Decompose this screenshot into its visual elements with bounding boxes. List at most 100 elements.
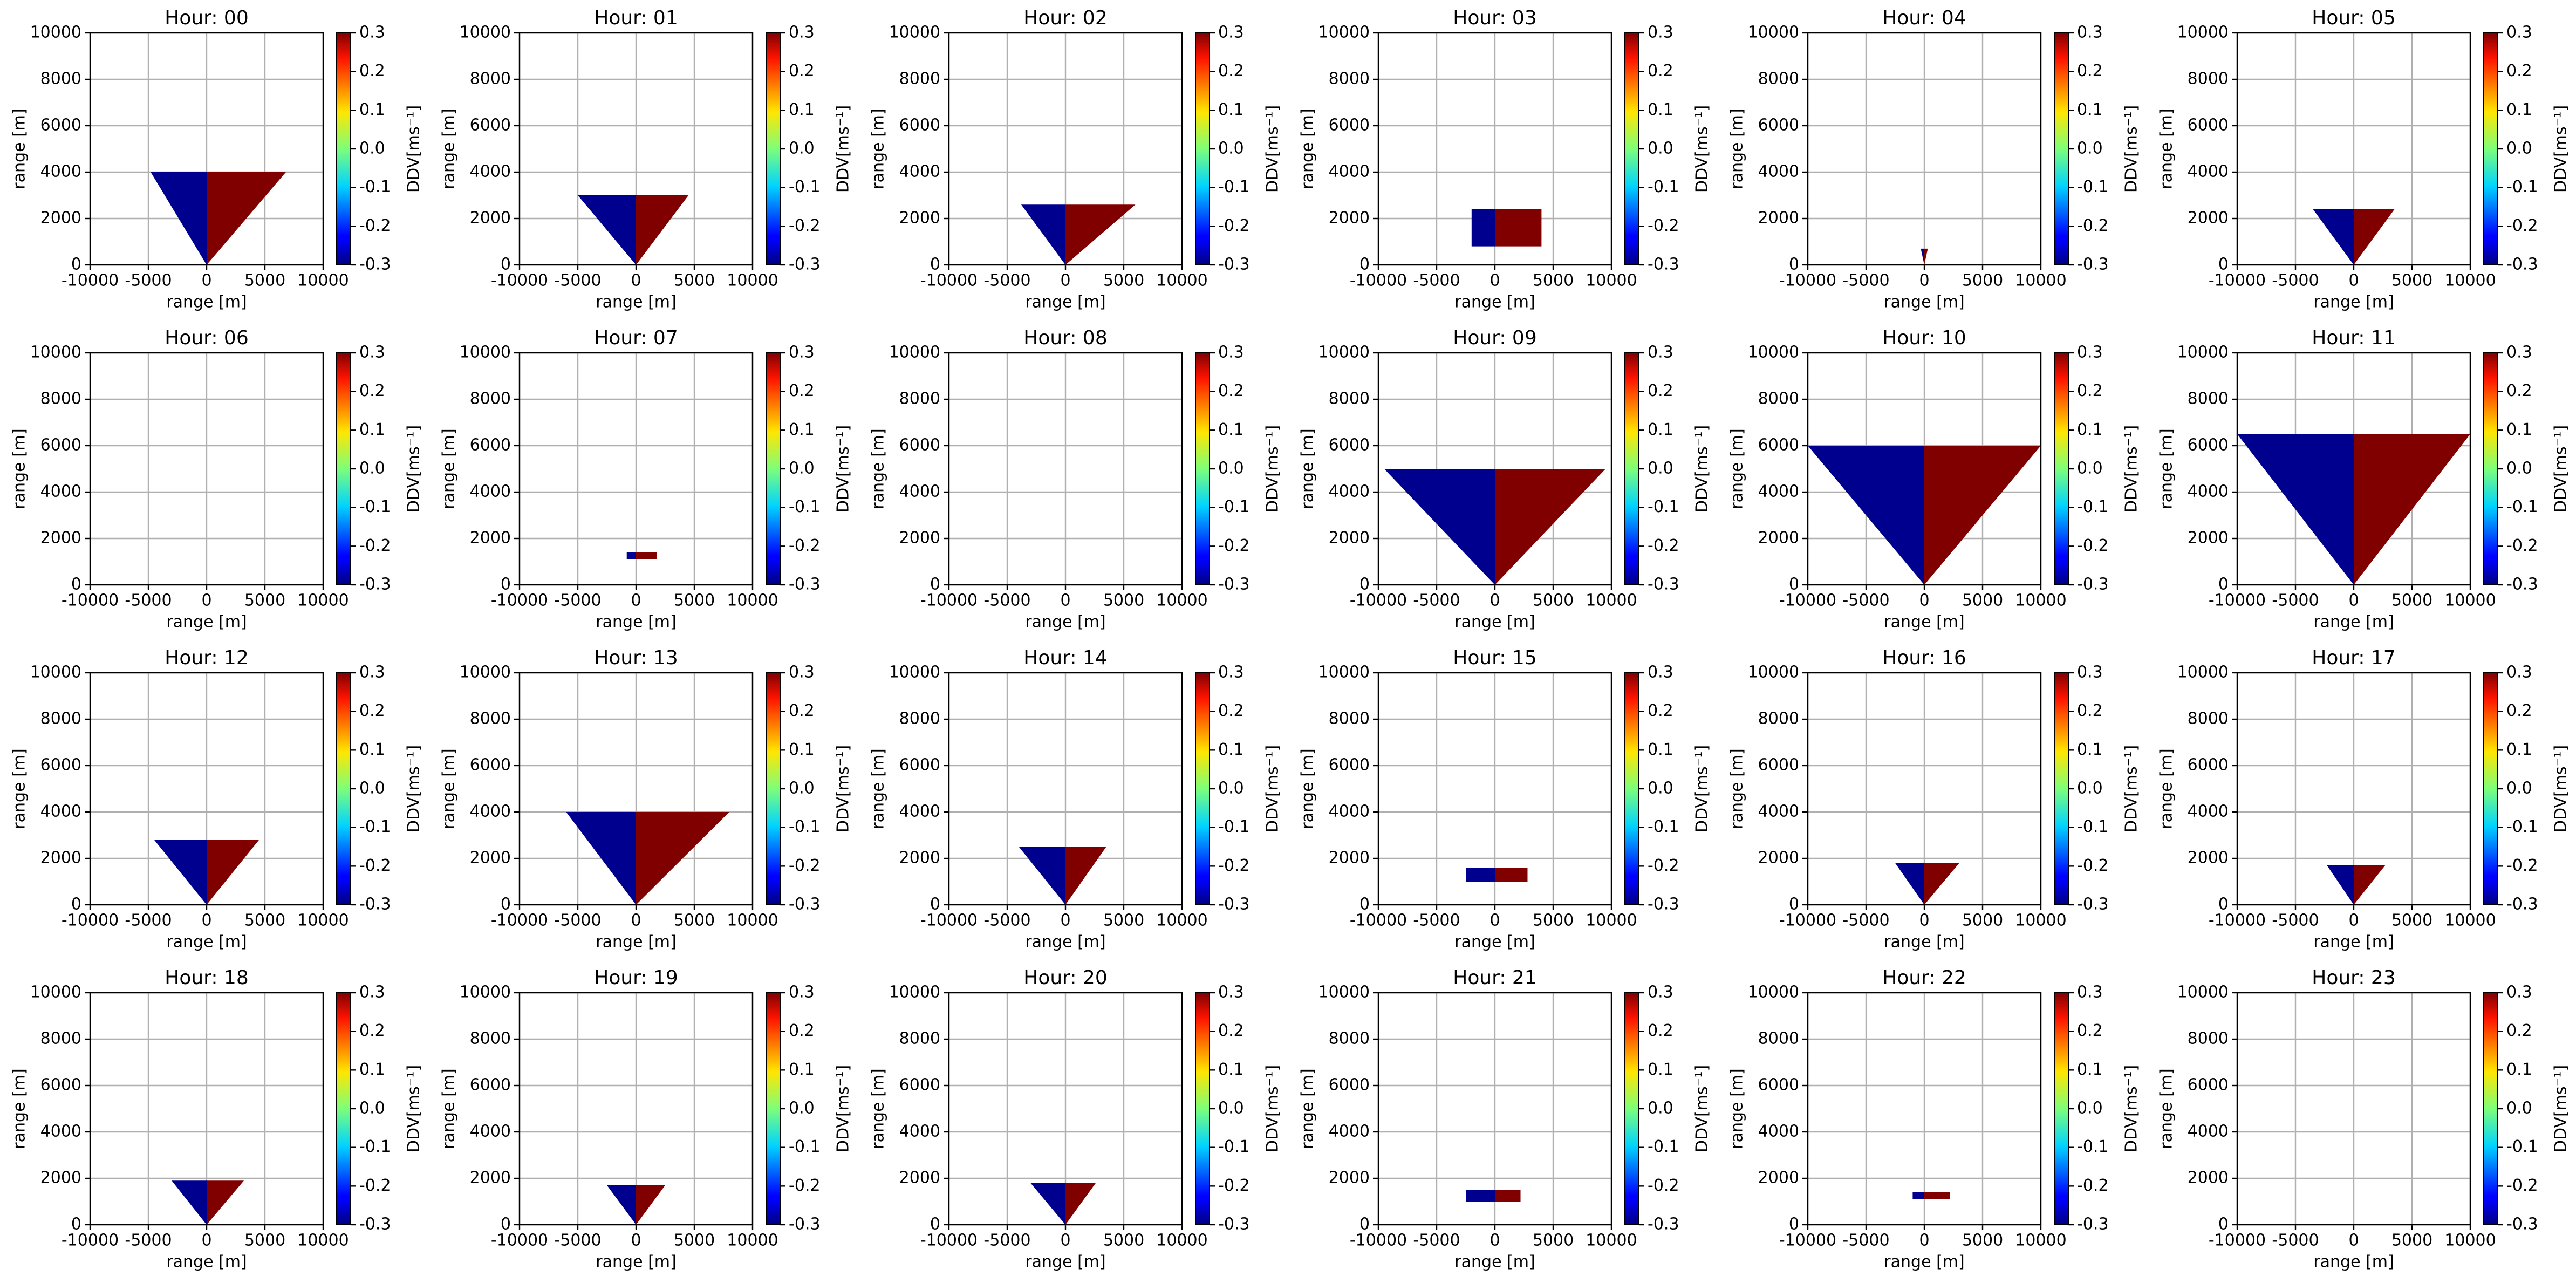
negative-region xyxy=(2327,865,2354,905)
y-tick-label: 0 xyxy=(1789,255,1799,274)
colorbar-label: DDV[ms⁻¹] xyxy=(1263,745,1282,832)
x-tick-label: 10000 xyxy=(1586,911,1637,930)
x-tick-label: -5000 xyxy=(554,1231,601,1250)
y-tick-label: 0 xyxy=(71,1215,81,1234)
colorbar-tick-label: -0.2 xyxy=(1218,1176,1250,1195)
x-tick-label: -5000 xyxy=(1413,591,1460,610)
colorbar xyxy=(1624,672,1639,905)
colorbar-tick-label: 0.3 xyxy=(2506,343,2532,362)
negative-region xyxy=(151,172,207,265)
plot-frame xyxy=(1377,32,1612,266)
colorbar-tick-label: 0.2 xyxy=(2077,1021,2103,1040)
plot-frame xyxy=(1377,352,1612,586)
x-axis-label: range [m] xyxy=(1454,933,1535,952)
y-tick-label: 8000 xyxy=(470,390,511,408)
colorbar-tick-label: 0.3 xyxy=(789,663,815,682)
negative-region xyxy=(2237,434,2354,585)
colorbar-tick-label: 0.1 xyxy=(359,740,385,759)
colorbar-label: DDV[ms⁻¹] xyxy=(1263,425,1282,513)
colorbar-tick-label: 0.0 xyxy=(2506,779,2532,798)
x-tick-label: 5000 xyxy=(1103,271,1144,290)
x-axis-label: range [m] xyxy=(1884,613,1964,632)
colorbar-tick-label: 0.3 xyxy=(359,983,385,1002)
plot-frame xyxy=(1377,672,1612,906)
colorbar-tick-label: -0.1 xyxy=(2506,817,2538,836)
y-tick-label: 4000 xyxy=(40,802,81,821)
x-tick-label: 0 xyxy=(201,1231,211,1250)
colorbar-tick-label: 0.2 xyxy=(789,62,815,80)
colorbar-tick-label: 0.2 xyxy=(359,1021,385,1040)
colorbar-tick-label: 0.2 xyxy=(1648,701,1673,720)
y-tick-label: 2000 xyxy=(470,209,511,228)
y-tick-label: 6000 xyxy=(1758,756,1799,775)
x-axis-label: range [m] xyxy=(2313,933,2394,952)
y-tick-label: 8000 xyxy=(470,1029,511,1048)
y-tick-label: 6000 xyxy=(1758,1076,1799,1095)
y-tick-label: 0 xyxy=(1359,1215,1370,1234)
positive-region xyxy=(1924,446,2041,585)
y-tick-label: 10000 xyxy=(889,983,940,1002)
y-tick-label: 6000 xyxy=(2188,756,2229,775)
y-tick-label: 2000 xyxy=(899,529,940,548)
colorbar-tick-label: -0.3 xyxy=(1648,575,1679,594)
colorbar-tick-label: 0.0 xyxy=(2506,139,2532,158)
x-tick-label: 0 xyxy=(1060,271,1070,290)
y-tick-label: 10000 xyxy=(1318,663,1370,682)
y-tick-label: 2000 xyxy=(899,209,940,228)
y-tick-label: 8000 xyxy=(40,709,81,728)
plot-frame xyxy=(518,992,754,1226)
y-tick-label: 0 xyxy=(930,255,940,274)
x-tick-label: 5000 xyxy=(2391,911,2432,930)
colorbar-tick-label: -0.1 xyxy=(359,497,391,516)
x-tick-label: 5000 xyxy=(1962,271,2003,290)
positive-region xyxy=(207,172,286,265)
colorbar-tick-label: 0.1 xyxy=(1218,740,1244,759)
y-tick-label: 6000 xyxy=(1329,436,1370,455)
colorbar-tick-label: 0.1 xyxy=(1648,100,1673,119)
colorbar-tick-label: -0.2 xyxy=(1218,216,1250,235)
colorbar-label: DDV[ms⁻¹] xyxy=(1263,1065,1282,1152)
x-tick-label: 10000 xyxy=(727,911,778,930)
y-tick-label: 8000 xyxy=(40,1029,81,1048)
y-axis-label: range [m] xyxy=(1299,748,1317,829)
colorbar xyxy=(766,672,781,905)
y-tick-label: 0 xyxy=(1359,255,1370,274)
colorbar-tick-label: -0.2 xyxy=(789,1176,821,1195)
y-axis-label: range [m] xyxy=(10,748,29,829)
colorbar-tick-label: -0.2 xyxy=(2077,536,2109,555)
y-tick-label: 6000 xyxy=(470,756,511,775)
x-tick-label: -5000 xyxy=(125,591,172,610)
plot-frame xyxy=(1807,352,2042,586)
colorbar xyxy=(1195,352,1210,585)
positive-region xyxy=(1065,204,1136,265)
plot-frame xyxy=(89,32,324,266)
y-axis-label: range [m] xyxy=(1728,748,1747,829)
x-tick-label: 10000 xyxy=(2444,1231,2496,1250)
colorbar-tick-label: -0.1 xyxy=(1218,1137,1250,1156)
colorbar-tick-label: -0.2 xyxy=(1648,536,1679,555)
x-tick-label: 10000 xyxy=(297,271,349,290)
colorbar-tick-label: 0.0 xyxy=(1218,779,1244,798)
x-tick-label: -10000 xyxy=(2209,591,2266,610)
colorbar-tick-label: 0.0 xyxy=(1648,459,1673,478)
y-tick-label: 4000 xyxy=(470,1122,511,1141)
x-tick-label: 0 xyxy=(1060,591,1070,610)
y-tick-label: 2000 xyxy=(2188,1169,2229,1188)
colorbar-tick-label: -0.2 xyxy=(789,856,821,875)
y-tick-label: 0 xyxy=(2218,1215,2229,1234)
negative-region xyxy=(1384,469,1495,585)
colorbar xyxy=(1195,672,1210,905)
x-tick-label: -10000 xyxy=(62,591,119,610)
y-axis-label: range [m] xyxy=(869,428,888,509)
x-tick-label: 5000 xyxy=(1962,911,2003,930)
colorbar-tick-label: -0.2 xyxy=(1648,216,1679,235)
y-tick-label: 0 xyxy=(501,895,511,914)
colorbar-tick-label: 0.3 xyxy=(359,23,385,42)
plot-frame xyxy=(2236,672,2471,906)
colorbar-tick-label: -0.3 xyxy=(359,1215,391,1234)
x-axis-label: range [m] xyxy=(1025,613,1105,632)
negative-region xyxy=(607,1185,636,1225)
y-tick-label: 4000 xyxy=(1758,802,1799,821)
plot-frame xyxy=(948,672,1183,906)
